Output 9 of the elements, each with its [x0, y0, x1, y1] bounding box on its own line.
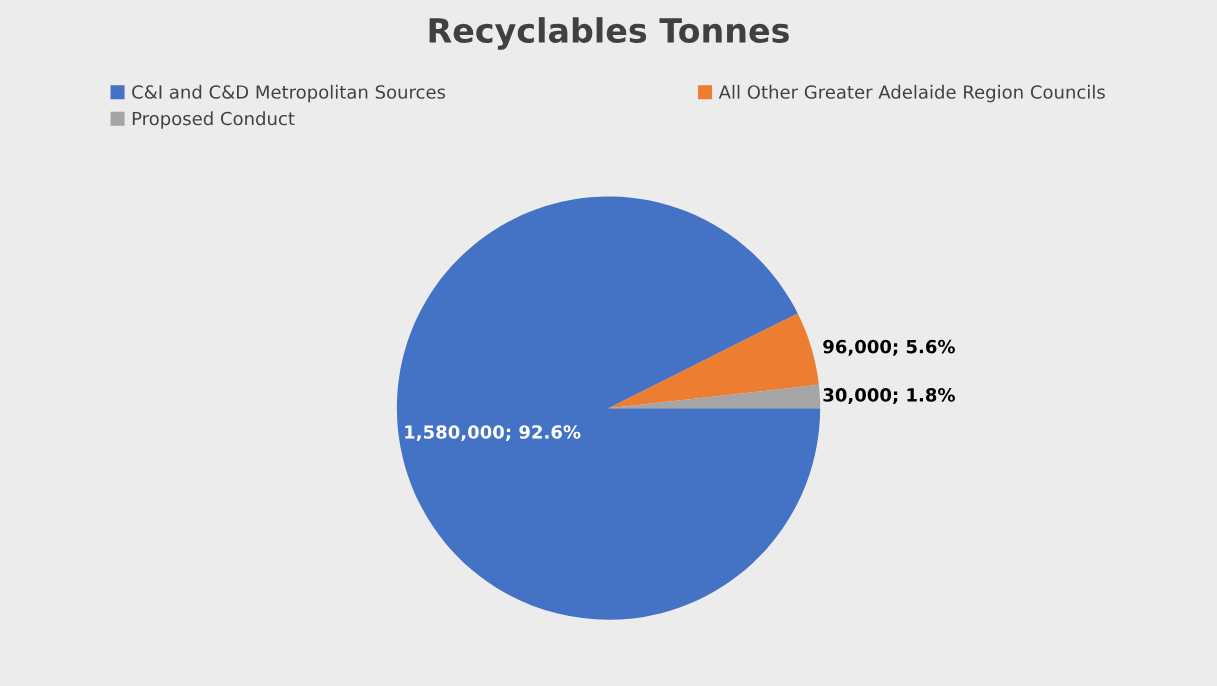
- legend-label: All Other Greater Adelaide Region Councils: [718, 84, 1105, 103]
- pie-slice: [396, 196, 821, 620]
- data-label: 30,000; 1.8%: [823, 388, 955, 405]
- legend-label: Proposed Conduct: [132, 111, 295, 129]
- legend-label: C&I and C&D Metropolitan Sources: [132, 84, 446, 103]
- chart-title: Recyclables Tonnes: [429, 17, 789, 50]
- data-label: 96,000; 5.6%: [823, 339, 955, 356]
- data-label: 1,580,000; 92.6%: [405, 425, 581, 442]
- pie-slice: [608, 313, 819, 409]
